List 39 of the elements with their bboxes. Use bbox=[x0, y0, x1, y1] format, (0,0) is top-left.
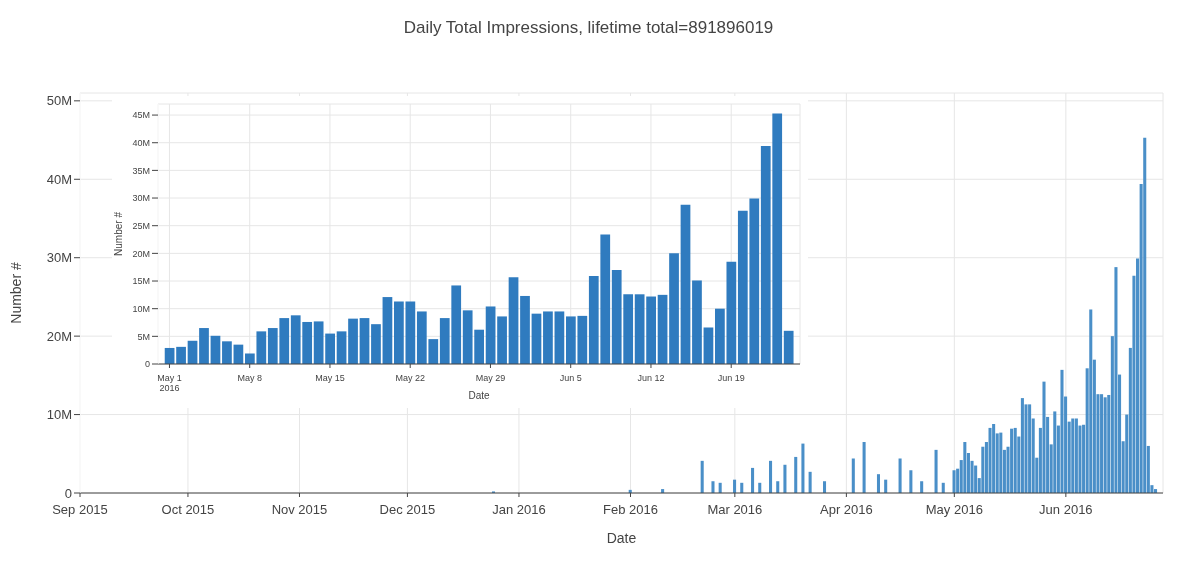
y-tick-label: 5M bbox=[137, 331, 150, 342]
y-tick-label: 10M bbox=[132, 303, 150, 314]
x-tick-label: May 1 2016 bbox=[157, 373, 182, 393]
y-axis-title: Number # bbox=[112, 211, 124, 256]
y-tick-label: 0 bbox=[64, 485, 72, 501]
x-tick-label: Apr 2016 bbox=[819, 502, 873, 517]
x-axis-title: Date bbox=[606, 529, 637, 546]
y-tick-label: 35M bbox=[132, 165, 150, 176]
x-tick-label: May 8 bbox=[237, 373, 262, 383]
y-tick-label: 20M bbox=[46, 328, 72, 344]
y-tick-label: 25M bbox=[132, 220, 150, 231]
x-tick-label: Mar 2016 bbox=[707, 502, 763, 517]
y-axis-title: Number # bbox=[7, 262, 24, 324]
y-tick-label: 40M bbox=[132, 137, 150, 148]
x-tick-label: Jun 19 bbox=[717, 373, 745, 383]
y-tick-label: 30M bbox=[132, 193, 150, 204]
x-tick-label: Jun 5 bbox=[559, 373, 582, 383]
x-axis-title: Date bbox=[468, 390, 490, 402]
x-tick-label: Jun 2016 bbox=[1039, 502, 1093, 517]
x-tick-label: Dec 2015 bbox=[379, 502, 436, 517]
y-tick-label: 40M bbox=[46, 171, 72, 187]
x-tick-label: May 29 bbox=[475, 373, 506, 383]
x-tick-label: Jan 2016 bbox=[492, 502, 546, 517]
x-tick-label: May 2016 bbox=[925, 502, 983, 517]
chart-title: Daily Total Impressions, lifetime total=891896019 bbox=[402, 18, 775, 38]
y-tick-label: 10M bbox=[46, 407, 72, 423]
y-tick-label: 0 bbox=[144, 359, 150, 370]
x-tick-label: Feb 2016 bbox=[603, 502, 658, 517]
y-tick-label: 50M bbox=[46, 93, 72, 109]
x-tick-label: Oct 2015 bbox=[161, 502, 215, 517]
x-tick-label: Nov 2015 bbox=[271, 502, 328, 517]
y-tick-label: 15M bbox=[132, 276, 150, 287]
y-tick-label: 30M bbox=[46, 250, 72, 266]
x-tick-label: Jun 12 bbox=[637, 373, 665, 383]
y-tick-label: 45M bbox=[132, 110, 150, 121]
x-tick-label: Sep 2015 bbox=[52, 502, 108, 517]
x-tick-label: May 15 bbox=[315, 373, 345, 383]
y-tick-label: 20M bbox=[132, 248, 150, 259]
x-tick-label: May 22 bbox=[395, 373, 425, 383]
